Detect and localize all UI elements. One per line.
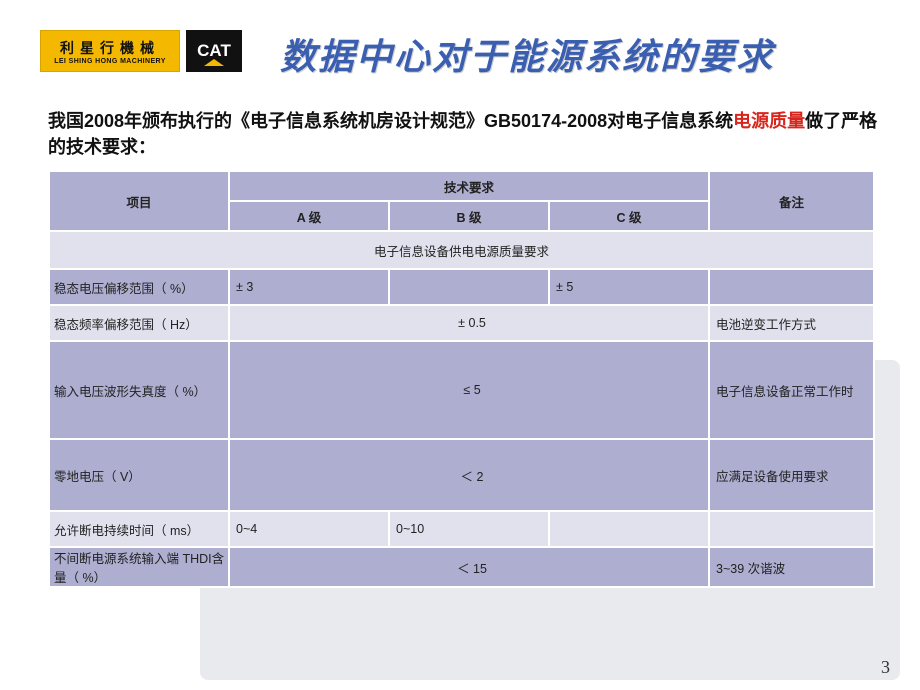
cat-triangle-icon bbox=[204, 59, 224, 66]
table-row: 稳态频率偏移范围（ Hz）± 0.5电池逆变工作方式 bbox=[49, 305, 874, 341]
intro-emphasis: 电源质量 bbox=[733, 111, 805, 131]
cell-c: ± 5 bbox=[549, 269, 709, 305]
cell-project: 零地电压（ V） bbox=[49, 439, 229, 511]
cell-value: ＜ 2 bbox=[229, 439, 709, 511]
table-row: 不间断电源系统输入端 THDI含量（ %）＜ 153~39 次谐波 bbox=[49, 547, 874, 587]
table-row: 输入电压波形失真度（ %）≤ 5电子信息设备正常工作时 bbox=[49, 341, 874, 439]
slide-number: 3 bbox=[881, 657, 890, 678]
logo-cat: CAT bbox=[186, 30, 242, 72]
table-row: 稳态电压偏移范围（ %）± 3 ± 5 bbox=[49, 269, 874, 305]
th-b: B 级 bbox=[389, 201, 549, 231]
cell-value: ± 0.5 bbox=[229, 305, 709, 341]
cell-project: 允许断电持续时间（ ms） bbox=[49, 511, 229, 547]
logo-cat-text: CAT bbox=[197, 41, 231, 61]
cell-project: 不间断电源系统输入端 THDI含量（ %） bbox=[49, 547, 229, 587]
cell-value: ＜ 15 bbox=[229, 547, 709, 587]
cell-note: 应满足设备使用要求 bbox=[709, 439, 874, 511]
logo-block: 利星行機械 LEI SHING HONG MACHINERY CAT bbox=[40, 30, 242, 72]
logo-leishinghong: 利星行機械 LEI SHING HONG MACHINERY bbox=[40, 30, 180, 72]
cell-b: 0~10 bbox=[389, 511, 549, 547]
cell-note bbox=[709, 511, 874, 547]
spec-table: 项目 技术要求 备注 A 级 B 级 C 级 电子信息设备供电电源质量要求 稳态… bbox=[48, 170, 875, 588]
cell-project: 输入电压波形失真度（ %） bbox=[49, 341, 229, 439]
cell-b bbox=[389, 269, 549, 305]
cell-value: ≤ 5 bbox=[229, 341, 709, 439]
logo-lsh-en: LEI SHING HONG MACHINERY bbox=[54, 58, 166, 65]
th-project: 项目 bbox=[49, 171, 229, 231]
th-tech-req: 技术要求 bbox=[229, 171, 709, 201]
intro-paragraph: 我国2008年颁布执行的《电子信息系统机房设计规范》GB50174-2008对电… bbox=[48, 108, 890, 160]
cell-a: 0~4 bbox=[229, 511, 389, 547]
cell-project: 稳态频率偏移范围（ Hz） bbox=[49, 305, 229, 341]
slide-title: 数据中心对于能源系统的要求 bbox=[280, 28, 774, 80]
table-row: 允许断电持续时间（ ms）0~40~10 bbox=[49, 511, 874, 547]
section-label: 电子信息设备供电电源质量要求 bbox=[49, 231, 874, 269]
cell-c bbox=[549, 511, 709, 547]
th-note: 备注 bbox=[709, 171, 874, 231]
th-a: A 级 bbox=[229, 201, 389, 231]
cell-note: 电池逆变工作方式 bbox=[709, 305, 874, 341]
intro-pre: 我国2008年颁布执行的《电子信息系统机房设计规范》GB50174-2008对电… bbox=[48, 111, 733, 131]
th-c: C 级 bbox=[549, 201, 709, 231]
section-row: 电子信息设备供电电源质量要求 bbox=[49, 231, 874, 269]
cell-project: 稳态电压偏移范围（ %） bbox=[49, 269, 229, 305]
table-body: 稳态电压偏移范围（ %）± 3± 5稳态频率偏移范围（ Hz）± 0.5电池逆变… bbox=[49, 269, 874, 587]
cell-note bbox=[709, 269, 874, 305]
cell-a: ± 3 bbox=[229, 269, 389, 305]
spec-table-wrap: 项目 技术要求 备注 A 级 B 级 C 级 电子信息设备供电电源质量要求 稳态… bbox=[48, 170, 872, 588]
cell-note: 电子信息设备正常工作时 bbox=[709, 341, 874, 439]
logo-lsh-cn: 利星行機械 bbox=[60, 38, 160, 58]
cell-note: 3~39 次谐波 bbox=[709, 547, 874, 587]
table-row: 零地电压（ V）＜ 2应满足设备使用要求 bbox=[49, 439, 874, 511]
